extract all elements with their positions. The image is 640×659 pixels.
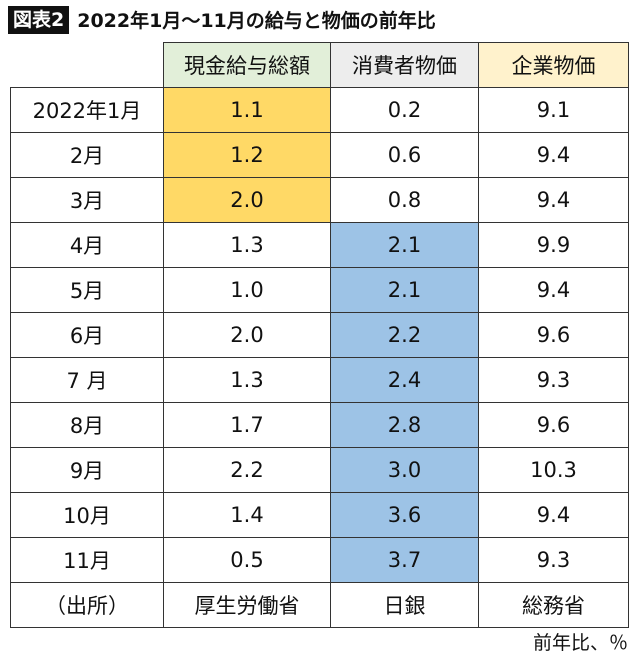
table-row: 2022年1月 1.1 0.2 9.1 bbox=[10, 87, 629, 133]
row-label: 9月 bbox=[10, 447, 164, 493]
cell: 3.7 bbox=[330, 537, 479, 583]
cell: 0.6 bbox=[330, 132, 479, 178]
header: 図表2 2022年1月〜11月の給与と物価の前年比 bbox=[8, 5, 436, 34]
table-row: 10月 1.4 3.6 9.4 bbox=[10, 492, 629, 538]
cell: 1.7 bbox=[163, 402, 331, 448]
cell: 1.2 bbox=[163, 132, 331, 178]
cell: 2.0 bbox=[163, 312, 331, 358]
table-row: 7 月 1.3 2.4 9.3 bbox=[10, 357, 629, 403]
table-row: （出所） 厚生労働省 日銀 総務省 bbox=[10, 582, 629, 628]
column-header: 企業物価 bbox=[478, 42, 629, 88]
column-header: 消費者物価 bbox=[330, 42, 479, 88]
cell: 2.0 bbox=[163, 177, 331, 223]
cell: 2.1 bbox=[330, 222, 479, 268]
cell: 9.4 bbox=[478, 267, 629, 313]
header-row: 現金給与総額 消費者物価 企業物価 bbox=[10, 42, 629, 88]
cell: 0.2 bbox=[330, 87, 479, 133]
cell: 10.3 bbox=[478, 447, 629, 493]
table-row: 11月 0.5 3.7 9.3 bbox=[10, 537, 629, 583]
cell: 2.2 bbox=[330, 312, 479, 358]
cell: 0.8 bbox=[330, 177, 479, 223]
row-label: （出所） bbox=[10, 582, 164, 628]
cell: 3.6 bbox=[330, 492, 479, 538]
row-label: 6月 bbox=[10, 312, 164, 358]
cell: 9.6 bbox=[478, 402, 629, 448]
cell: 9.4 bbox=[478, 177, 629, 223]
cell: 総務省 bbox=[478, 582, 629, 628]
cell: 1.4 bbox=[163, 492, 331, 538]
table-row: 8月 1.7 2.8 9.6 bbox=[10, 402, 629, 448]
row-label: 11月 bbox=[10, 537, 164, 583]
table-row: 6月 2.0 2.2 9.6 bbox=[10, 312, 629, 358]
row-label: 4月 bbox=[10, 222, 164, 268]
figure-badge: 図表2 bbox=[8, 5, 70, 34]
cell: 9.4 bbox=[478, 492, 629, 538]
table-row: 3月 2.0 0.8 9.4 bbox=[10, 177, 629, 223]
table-row: 9月 2.2 3.0 10.3 bbox=[10, 447, 629, 493]
cell: 9.3 bbox=[478, 357, 629, 403]
data-table: 現金給与総額 消費者物価 企業物価 2022年1月 1.1 0.2 9.1 2月 1.2 0.6 9… bbox=[10, 42, 629, 628]
footer-note: 前年比、％ bbox=[532, 632, 628, 654]
row-label: 2022年1月 bbox=[10, 87, 164, 133]
cell: 2.2 bbox=[163, 447, 331, 493]
cell: 1.0 bbox=[163, 267, 331, 313]
table-row: 2月 1.2 0.6 9.4 bbox=[10, 132, 629, 178]
cell: 2.1 bbox=[330, 267, 479, 313]
column-header bbox=[10, 42, 164, 88]
column-header: 現金給与総額 bbox=[163, 42, 331, 88]
title: 2022年1月〜11月の給与と物価の前年比 bbox=[77, 10, 436, 32]
row-label: 7 月 bbox=[10, 357, 164, 403]
cell: 2.8 bbox=[330, 402, 479, 448]
cell: 0.5 bbox=[163, 537, 331, 583]
cell: 3.0 bbox=[330, 447, 479, 493]
row-label: 3月 bbox=[10, 177, 164, 223]
row-label: 5月 bbox=[10, 267, 164, 313]
cell: 1.3 bbox=[163, 222, 331, 268]
cell: 9.9 bbox=[478, 222, 629, 268]
cell: 1.3 bbox=[163, 357, 331, 403]
row-label: 8月 bbox=[10, 402, 164, 448]
table-row: 5月 1.0 2.1 9.4 bbox=[10, 267, 629, 313]
row-label: 10月 bbox=[10, 492, 164, 538]
cell: 2.4 bbox=[330, 357, 479, 403]
cell: 厚生労働省 bbox=[163, 582, 331, 628]
row-label: 2月 bbox=[10, 132, 164, 178]
cell: 1.1 bbox=[163, 87, 331, 133]
cell: 日銀 bbox=[330, 582, 479, 628]
cell: 9.3 bbox=[478, 537, 629, 583]
cell: 9.1 bbox=[478, 87, 629, 133]
cell: 9.4 bbox=[478, 132, 629, 178]
table-row: 4月 1.3 2.1 9.9 bbox=[10, 222, 629, 268]
cell: 9.6 bbox=[478, 312, 629, 358]
